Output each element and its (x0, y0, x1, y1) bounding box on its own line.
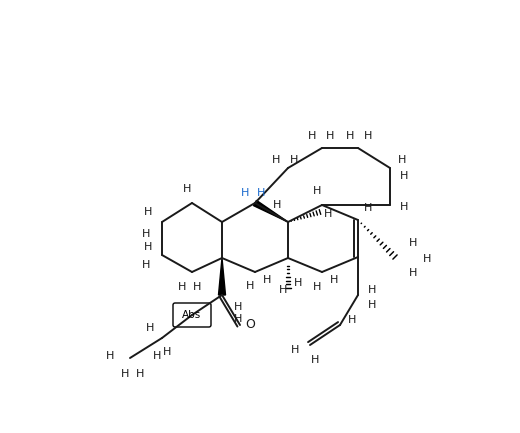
Text: H: H (136, 369, 144, 379)
Text: H: H (241, 188, 249, 198)
Text: H: H (423, 254, 431, 264)
Text: H: H (272, 155, 280, 165)
Text: H: H (279, 285, 287, 295)
Text: H: H (163, 347, 171, 357)
Text: H: H (273, 200, 281, 210)
Text: H: H (346, 131, 354, 141)
Text: H: H (263, 275, 271, 285)
Text: H: H (368, 285, 376, 295)
Text: H: H (257, 188, 265, 198)
Polygon shape (218, 258, 226, 295)
Text: H: H (313, 282, 321, 292)
Text: H: H (290, 155, 298, 165)
Text: H: H (311, 355, 319, 365)
Text: H: H (330, 275, 338, 285)
Text: H: H (308, 131, 316, 141)
Text: H: H (144, 207, 152, 217)
Text: H: H (348, 315, 356, 325)
Text: H: H (398, 155, 406, 165)
Text: H: H (326, 131, 334, 141)
Text: H: H (313, 186, 321, 196)
Text: H: H (368, 300, 376, 310)
Text: H: H (146, 323, 154, 333)
Text: H: H (234, 314, 242, 324)
Text: H: H (400, 171, 408, 181)
Text: H: H (142, 260, 150, 270)
Text: H: H (324, 209, 332, 219)
Text: H: H (144, 242, 152, 252)
Text: H: H (364, 131, 372, 141)
Text: H: H (193, 282, 201, 292)
Text: H: H (121, 369, 129, 379)
Text: H: H (409, 238, 417, 248)
Text: H: H (409, 268, 417, 278)
Text: H: H (400, 202, 408, 212)
Polygon shape (254, 200, 288, 222)
Text: H: H (142, 229, 150, 239)
Text: H: H (364, 203, 372, 213)
Text: H: H (294, 278, 302, 288)
FancyBboxPatch shape (173, 303, 211, 327)
Text: Abs: Abs (183, 310, 202, 320)
Text: H: H (234, 302, 242, 312)
Text: H: H (153, 351, 161, 361)
Text: H: H (106, 351, 114, 361)
Text: O: O (245, 319, 255, 332)
Text: H: H (291, 345, 299, 355)
Text: H: H (183, 184, 191, 194)
Text: H: H (246, 281, 254, 291)
Text: H: H (178, 282, 186, 292)
